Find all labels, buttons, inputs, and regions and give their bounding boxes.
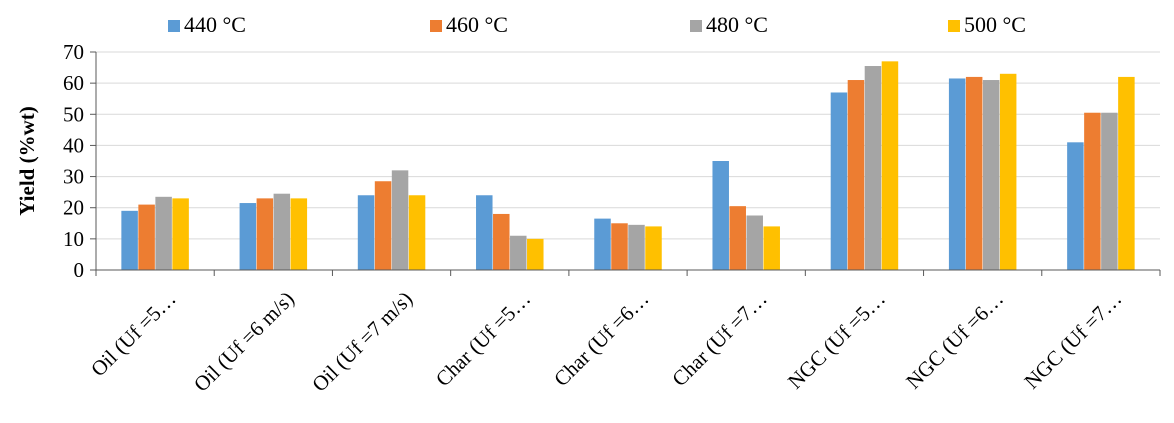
bar — [1067, 142, 1084, 270]
x-tick-label: NGC (Uf =7… — [1019, 287, 1126, 394]
bar — [374, 181, 392, 270]
bar — [999, 73, 1017, 270]
bar — [391, 170, 409, 270]
gridlines — [96, 51, 1160, 240]
bar — [510, 235, 527, 270]
bar — [948, 78, 966, 270]
bar — [982, 80, 1000, 271]
bar — [172, 198, 189, 270]
bar — [712, 161, 729, 270]
bar — [155, 196, 172, 270]
legend-swatch — [948, 20, 960, 32]
x-ticks: Oil (Uf =5… Oil (Uf =6 m/s) Oil (Uf =7 m/s… — [86, 270, 1161, 397]
y-tick-label: 70 — [63, 40, 84, 64]
y-tick-label: 30 — [63, 165, 84, 189]
x-tick-label: Oil (Uf =7 m/s) — [307, 287, 417, 397]
bar — [256, 198, 274, 270]
x-tick-label: Char (Uf =5… — [431, 287, 536, 392]
bar — [476, 195, 493, 270]
bar — [594, 218, 611, 270]
bar — [847, 80, 865, 271]
y-ticks: 0 10 20 30 40 50 60 70 — [63, 40, 96, 282]
y-tick-label: 0 — [74, 258, 85, 282]
bar — [239, 203, 257, 270]
legend-swatch — [168, 20, 180, 32]
bar — [121, 210, 138, 270]
bar — [408, 195, 426, 270]
legend-label: 460 °C — [446, 12, 508, 37]
legend-label: 440 °C — [184, 12, 246, 37]
y-tick-label: 50 — [63, 102, 84, 126]
bars — [121, 61, 1135, 271]
bar — [138, 204, 155, 270]
bar — [357, 195, 375, 270]
axes — [95, 52, 1160, 271]
bar — [746, 215, 763, 270]
y-tick-label: 10 — [63, 227, 84, 251]
legend-label: 500 °C — [964, 12, 1026, 37]
bar — [1118, 76, 1135, 271]
x-tick-label: NGC (Uf =5… — [783, 287, 890, 394]
legend-swatch — [690, 20, 702, 32]
y-tick-label: 40 — [63, 133, 84, 157]
bar — [830, 92, 848, 270]
bar — [763, 226, 780, 270]
bar — [881, 61, 899, 270]
bar — [273, 193, 291, 270]
x-tick-label: Oil (Uf =5… — [86, 287, 181, 382]
bar — [965, 76, 983, 271]
bar — [729, 206, 746, 270]
bar — [864, 66, 882, 270]
legend-swatch — [430, 20, 442, 32]
x-tick-label: Char (Uf =6… — [549, 287, 654, 392]
x-tick-label: NGC (Uf =6… — [901, 287, 1008, 394]
x-tick-label: Oil (Uf =6 m/s) — [189, 287, 299, 397]
legend-label: 480 °C — [706, 12, 768, 37]
bar — [645, 226, 662, 270]
bar — [1084, 112, 1101, 270]
bar — [527, 238, 544, 270]
bar — [290, 198, 308, 270]
bar — [1101, 112, 1118, 270]
x-tick-label: Char (Uf =7… — [667, 287, 772, 392]
y-tick-label: 20 — [63, 196, 84, 220]
bar — [611, 223, 628, 270]
y-tick-label: 60 — [63, 71, 84, 95]
bar — [628, 224, 645, 270]
bar — [493, 213, 510, 270]
legend: 440 °C 460 °C 480 °C 500 °C — [168, 12, 1026, 37]
y-axis-title: Yield (%wt) — [15, 106, 39, 215]
y-axis-label: Yield (%wt) — [15, 106, 39, 215]
